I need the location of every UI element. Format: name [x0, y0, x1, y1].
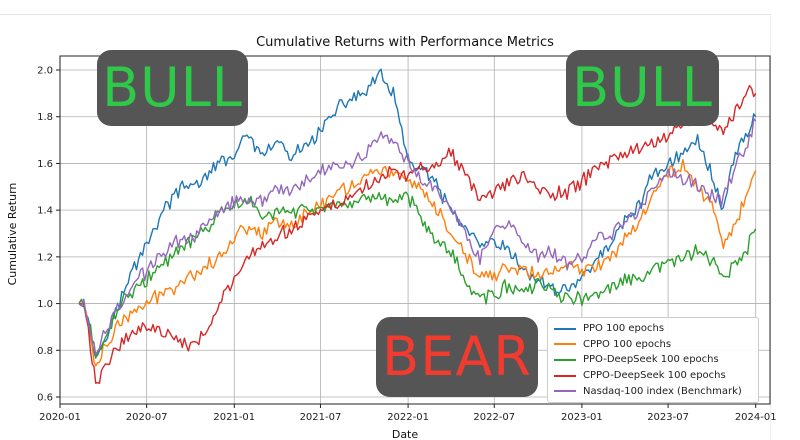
legend-entry: PPO-DeepSeek 100 epochs: [554, 352, 752, 368]
x-tick-label: 2024-01: [735, 412, 777, 423]
bear-annotation: BEAR: [376, 317, 538, 397]
x-tick-label: 2021-07: [300, 412, 342, 423]
x-tick-label: 2022-07: [473, 412, 515, 423]
y-tick-label: 0.6: [37, 392, 53, 403]
y-tick-label: 0.8: [37, 346, 53, 357]
series-line-2: [78, 158, 757, 367]
x-tick-label: 2021-01: [213, 412, 255, 423]
legend-swatch: [554, 343, 576, 346]
y-tick-label: 1.8: [37, 112, 53, 123]
legend-swatch: [554, 327, 576, 330]
legend-entry: CPPO 100 epochs: [554, 337, 752, 353]
y-axis-label: Cumulative Return: [6, 183, 19, 286]
x-tick-label: 2023-01: [561, 412, 603, 423]
legend-swatch: [554, 358, 576, 361]
top-border-line: [0, 14, 770, 15]
chart-title: Cumulative Returns with Performance Metr…: [256, 35, 554, 50]
x-tick-label: 2023-07: [647, 412, 689, 423]
legend-entry: Nasdaq-100 index (Benchmark): [554, 383, 752, 399]
y-tick-label: 1.2: [37, 252, 53, 263]
legend-swatch: [554, 390, 576, 393]
series-line-3: [78, 191, 757, 359]
bull-annotation-left: BULL: [97, 50, 248, 126]
y-tick-label: 1.0: [37, 299, 53, 310]
legend-swatch: [554, 374, 576, 377]
series-line-5: [78, 117, 757, 356]
y-tick-label: 1.6: [37, 159, 53, 170]
legend-label: CPPO-DeepSeek 100 epochs: [583, 370, 726, 382]
series-line-4: [78, 84, 757, 384]
legend-label: CPPO 100 epochs: [583, 338, 672, 350]
axes-frame: [59, 55, 771, 405]
legend-entry: PPO 100 epochs: [554, 321, 752, 337]
x-axis-ticks: 2020-01 2020-07 2021-01 2021-07 2022-01 2022-…: [39, 404, 777, 423]
bull-annotation-right: BULL: [566, 50, 719, 126]
x-tick-label: 2020-07: [126, 412, 168, 423]
series-lines: [78, 68, 757, 384]
legend-label: PPO-DeepSeek 100 epochs: [583, 354, 719, 366]
legend-label: PPO 100 epochs: [583, 323, 665, 335]
legend-label: Nasdaq-100 index (Benchmark): [583, 385, 742, 397]
y-tick-label: 2.0: [37, 66, 53, 77]
legend-entry: CPPO-DeepSeek 100 epochs: [554, 368, 752, 384]
x-axis-label: Date: [392, 428, 419, 440]
y-tick-label: 1.4: [37, 206, 53, 217]
y-axis-ticks: 0.6 0.8 1.0 1.2 1.4 1.6 1.8 2.0: [37, 66, 60, 403]
x-tick-label: 2022-01: [387, 412, 429, 423]
x-tick-label: 2020-01: [39, 412, 81, 423]
chart-legend: PPO 100 epochs CPPO 100 epochs PPO-DeepSee…: [547, 317, 759, 403]
